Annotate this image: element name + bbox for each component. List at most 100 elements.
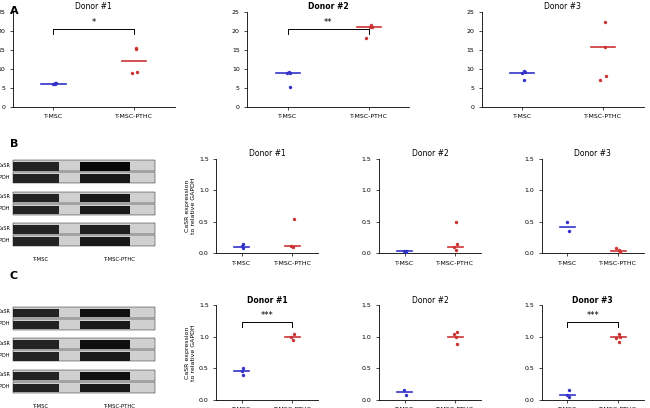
Point [601,73,612,79]
Text: ***: *** [586,311,599,320]
Text: C: C [10,271,18,282]
Bar [81,321,130,329]
Point [614,247,624,253]
Y-axis label: CaSR expression
to relative GAPDH: CaSR expression to relative GAPDH [185,324,196,381]
Bar [10,206,59,214]
Point [400,249,411,255]
Text: GAPDH: GAPDH [0,238,10,243]
Point [517,69,527,76]
Title: Donor #2: Donor #2 [308,2,348,11]
Point [599,44,610,50]
Text: CaSR: CaSR [0,194,10,199]
Point [238,365,248,372]
Point [564,228,574,235]
Bar [81,309,130,317]
Bar [13,350,155,361]
Title: Donor #3: Donor #3 [544,2,581,11]
Point [562,219,573,225]
Bar [81,340,130,348]
Text: *: * [92,18,96,27]
Text: CaSR: CaSR [0,309,10,314]
Point [611,245,621,251]
Text: T-MSC: T-MSC [33,404,49,408]
Text: GAPDH: GAPDH [0,206,10,211]
Point [51,80,61,86]
Point [238,371,248,378]
Point [289,330,300,337]
Bar [13,382,155,393]
Bar [13,319,155,330]
Point [288,337,298,343]
Text: GAPDH: GAPDH [0,384,10,389]
Point [132,69,142,75]
Bar [81,352,130,361]
Point [564,393,574,400]
Text: T-MSC-PTHC: T-MSC-PTHC [103,257,135,262]
Point [365,22,376,29]
Title: Donor #1: Donor #1 [75,2,112,11]
Point [284,69,294,75]
Bar [10,321,59,329]
Point [399,248,410,255]
Point [448,330,459,337]
Bar [13,192,155,203]
Bar [81,372,130,380]
Bar [10,384,59,392]
Title: Donor #2: Donor #2 [411,149,448,158]
Point [127,69,137,76]
Title: Donor #1: Donor #1 [247,295,287,304]
Bar [13,235,155,246]
Point [285,334,296,340]
Text: T-MSC: T-MSC [33,257,49,262]
Bar [13,307,155,318]
Bar [13,204,155,215]
Point [282,70,293,77]
Bar [10,237,59,246]
Point [614,249,625,255]
Bar [13,172,155,183]
Title: Donor #3: Donor #3 [573,295,613,304]
Y-axis label: CaSR expression
to relative GAPDH: CaSR expression to relative GAPDH [185,178,196,234]
Text: GAPDH: GAPDH [0,353,10,358]
Point [238,241,248,247]
Title: Donor #2: Donor #2 [411,295,448,304]
Text: A: A [10,6,18,16]
Bar [10,174,59,182]
Point [288,244,298,250]
Point [562,392,573,398]
Title: Donor #1: Donor #1 [249,149,285,158]
Point [49,80,60,86]
Point [614,339,624,345]
Point [238,245,248,251]
Text: CaSR: CaSR [0,341,10,346]
Bar [13,370,155,381]
Bar [81,384,130,392]
Point [367,24,377,31]
Text: GAPDH: GAPDH [0,321,10,326]
Bar [10,162,59,171]
Point [131,46,141,53]
Point [48,80,58,87]
Text: B: B [10,139,18,149]
Point [451,247,462,253]
Bar [81,162,130,171]
Text: T-MSC-PTHC: T-MSC-PTHC [103,404,135,408]
Point [448,244,459,250]
Point [519,69,530,75]
Bar [10,372,59,380]
Bar [81,194,130,202]
Point [237,368,247,375]
Point [285,69,295,76]
Point [50,81,60,87]
Point [452,328,462,335]
Bar [13,223,155,234]
Bar [81,237,130,246]
Bar [10,194,59,202]
Bar [10,225,59,234]
Text: GAPDH: GAPDH [0,175,10,180]
Bar [81,206,130,214]
Point [401,248,411,254]
Text: ***: *** [261,311,274,320]
Point [289,215,300,222]
Bar [10,309,59,317]
